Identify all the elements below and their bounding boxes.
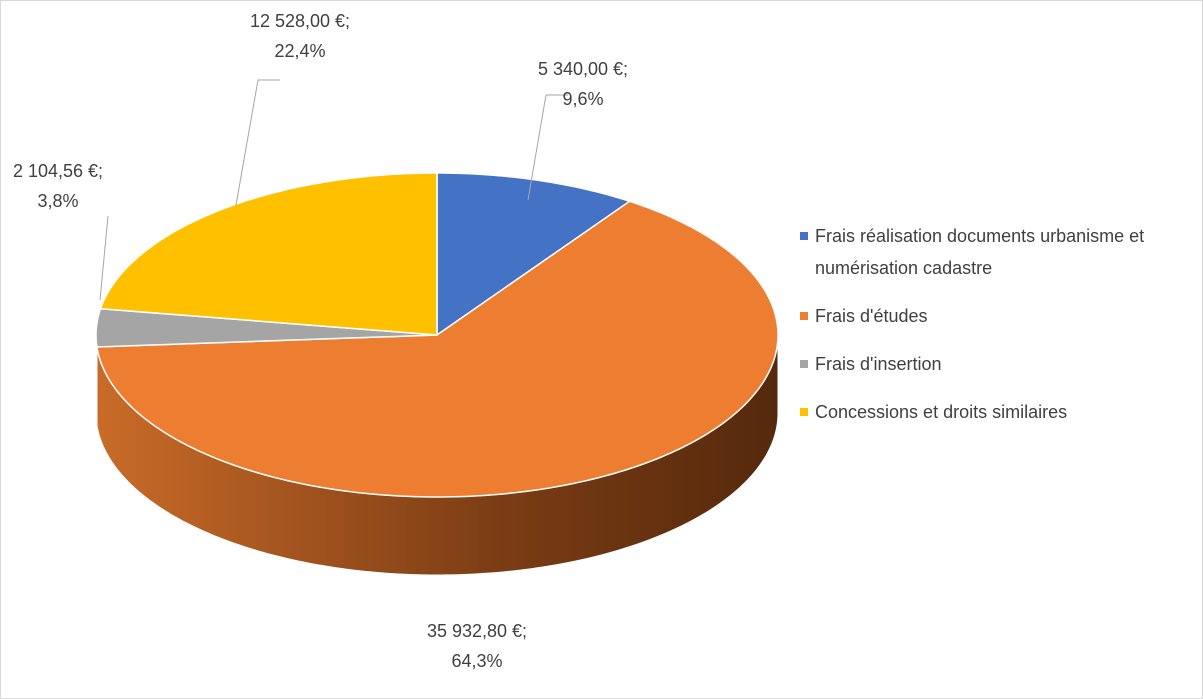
data-label-value: 35 932,80 €; [427, 621, 527, 641]
leader-lines [99, 79, 568, 301]
data-label-value: 2 104,56 €; [13, 161, 103, 181]
legend-swatch [800, 408, 808, 416]
legend-item: Frais d'insertion [800, 348, 1200, 380]
legend-label: Concessions et droits similaires [815, 402, 1068, 422]
data-label-percent: 64,3% [451, 651, 502, 671]
data-label-percent: 3,8% [37, 191, 78, 211]
legend-label: Frais réalisation documents urbanisme et… [815, 226, 1145, 278]
slice [436, 172, 632, 337]
pie [95, 172, 779, 576]
legend-item: Frais réalisation documents urbanisme et… [800, 220, 1200, 284]
legend-item: Concessions et droits similaires [800, 396, 1200, 428]
legend-label: Frais d'études [815, 306, 928, 326]
legend-item: Frais d'études [800, 300, 1200, 332]
legend-label: Frais d'insertion [815, 354, 942, 374]
data-labels: 5 340,00 €; 9,6% 35 932,80 €; 64,3% 2 104,56… [13, 11, 628, 671]
leader-line [235, 79, 280, 206]
slice [99, 172, 438, 336]
legend-swatch [800, 360, 808, 368]
legend: Frais réalisation documents urbanisme et… [800, 220, 1200, 444]
data-label-percent: 9,6% [562, 89, 603, 109]
leader-line [99, 215, 109, 301]
data-label-value: 5 340,00 €; [538, 59, 628, 79]
legend-swatch [800, 232, 808, 240]
data-label-percent: 22,4% [274, 41, 325, 61]
legend-swatch [800, 312, 808, 320]
slice [95, 307, 438, 348]
slice [96, 200, 779, 498]
data-label-value: 12 528,00 €; [250, 11, 350, 31]
leader-line [527, 94, 568, 201]
